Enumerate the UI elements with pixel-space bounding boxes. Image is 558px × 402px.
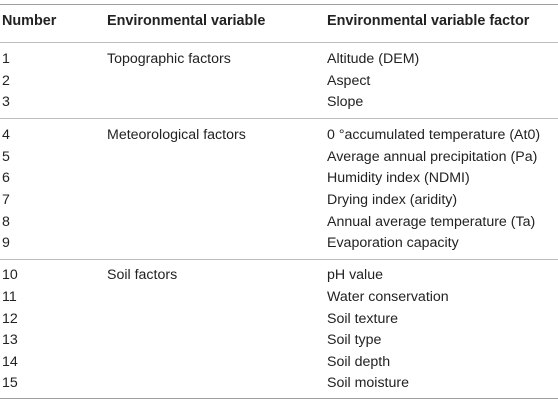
row-number: 12 bbox=[2, 311, 18, 327]
table-top-rule bbox=[0, 4, 558, 5]
row-factor: Soil moisture bbox=[327, 375, 410, 391]
header-number: Number bbox=[2, 13, 57, 29]
row-factor: Evaporation capacity bbox=[327, 235, 459, 251]
row-number: 5 bbox=[2, 149, 10, 165]
row-number: 2 bbox=[2, 73, 10, 89]
row-factor: Drying index (aridity) bbox=[327, 192, 458, 208]
table-bottom-rule bbox=[0, 398, 558, 399]
row-number: 1 bbox=[2, 51, 10, 67]
row-number: 11 bbox=[2, 289, 17, 305]
row-factor: Humidity index (NDMI) bbox=[327, 170, 470, 186]
header-environmental-variable: Environmental variable bbox=[107, 13, 266, 29]
row-factor: Aspect bbox=[327, 73, 371, 89]
row-number: 9 bbox=[2, 235, 10, 251]
row-number: 10 bbox=[2, 267, 18, 283]
row-number: 3 bbox=[2, 94, 10, 110]
row-factor: Average annual precipitation (Pa) bbox=[327, 149, 538, 165]
row-factor: pH value bbox=[327, 267, 383, 283]
group-divider bbox=[0, 118, 558, 119]
row-factor: 0 °accumulated temperature (At0) bbox=[327, 127, 541, 143]
group-variable-topographic: Topographic factors bbox=[107, 51, 231, 67]
row-factor: Altitude (DEM) bbox=[327, 51, 420, 67]
header-rule bbox=[0, 42, 558, 43]
row-factor: Water conservation bbox=[327, 289, 449, 305]
row-factor: Soil depth bbox=[327, 354, 391, 370]
row-number: 6 bbox=[2, 170, 10, 186]
group-variable-meteorological: Meteorological factors bbox=[107, 127, 246, 143]
row-number: 4 bbox=[2, 127, 10, 143]
row-factor: Soil texture bbox=[327, 311, 398, 327]
row-factor: Soil type bbox=[327, 332, 382, 348]
row-number: 7 bbox=[2, 192, 10, 208]
header-environmental-variable-factor: Environmental variable factor bbox=[327, 13, 530, 29]
row-factor: Annual average temperature (Ta) bbox=[327, 214, 536, 230]
row-number: 8 bbox=[2, 214, 10, 230]
group-variable-soil: Soil factors bbox=[107, 267, 178, 283]
group-divider bbox=[0, 259, 558, 260]
row-factor: Slope bbox=[327, 94, 364, 110]
row-number: 13 bbox=[2, 332, 18, 348]
row-number: 14 bbox=[2, 354, 18, 370]
row-number: 15 bbox=[2, 375, 18, 391]
